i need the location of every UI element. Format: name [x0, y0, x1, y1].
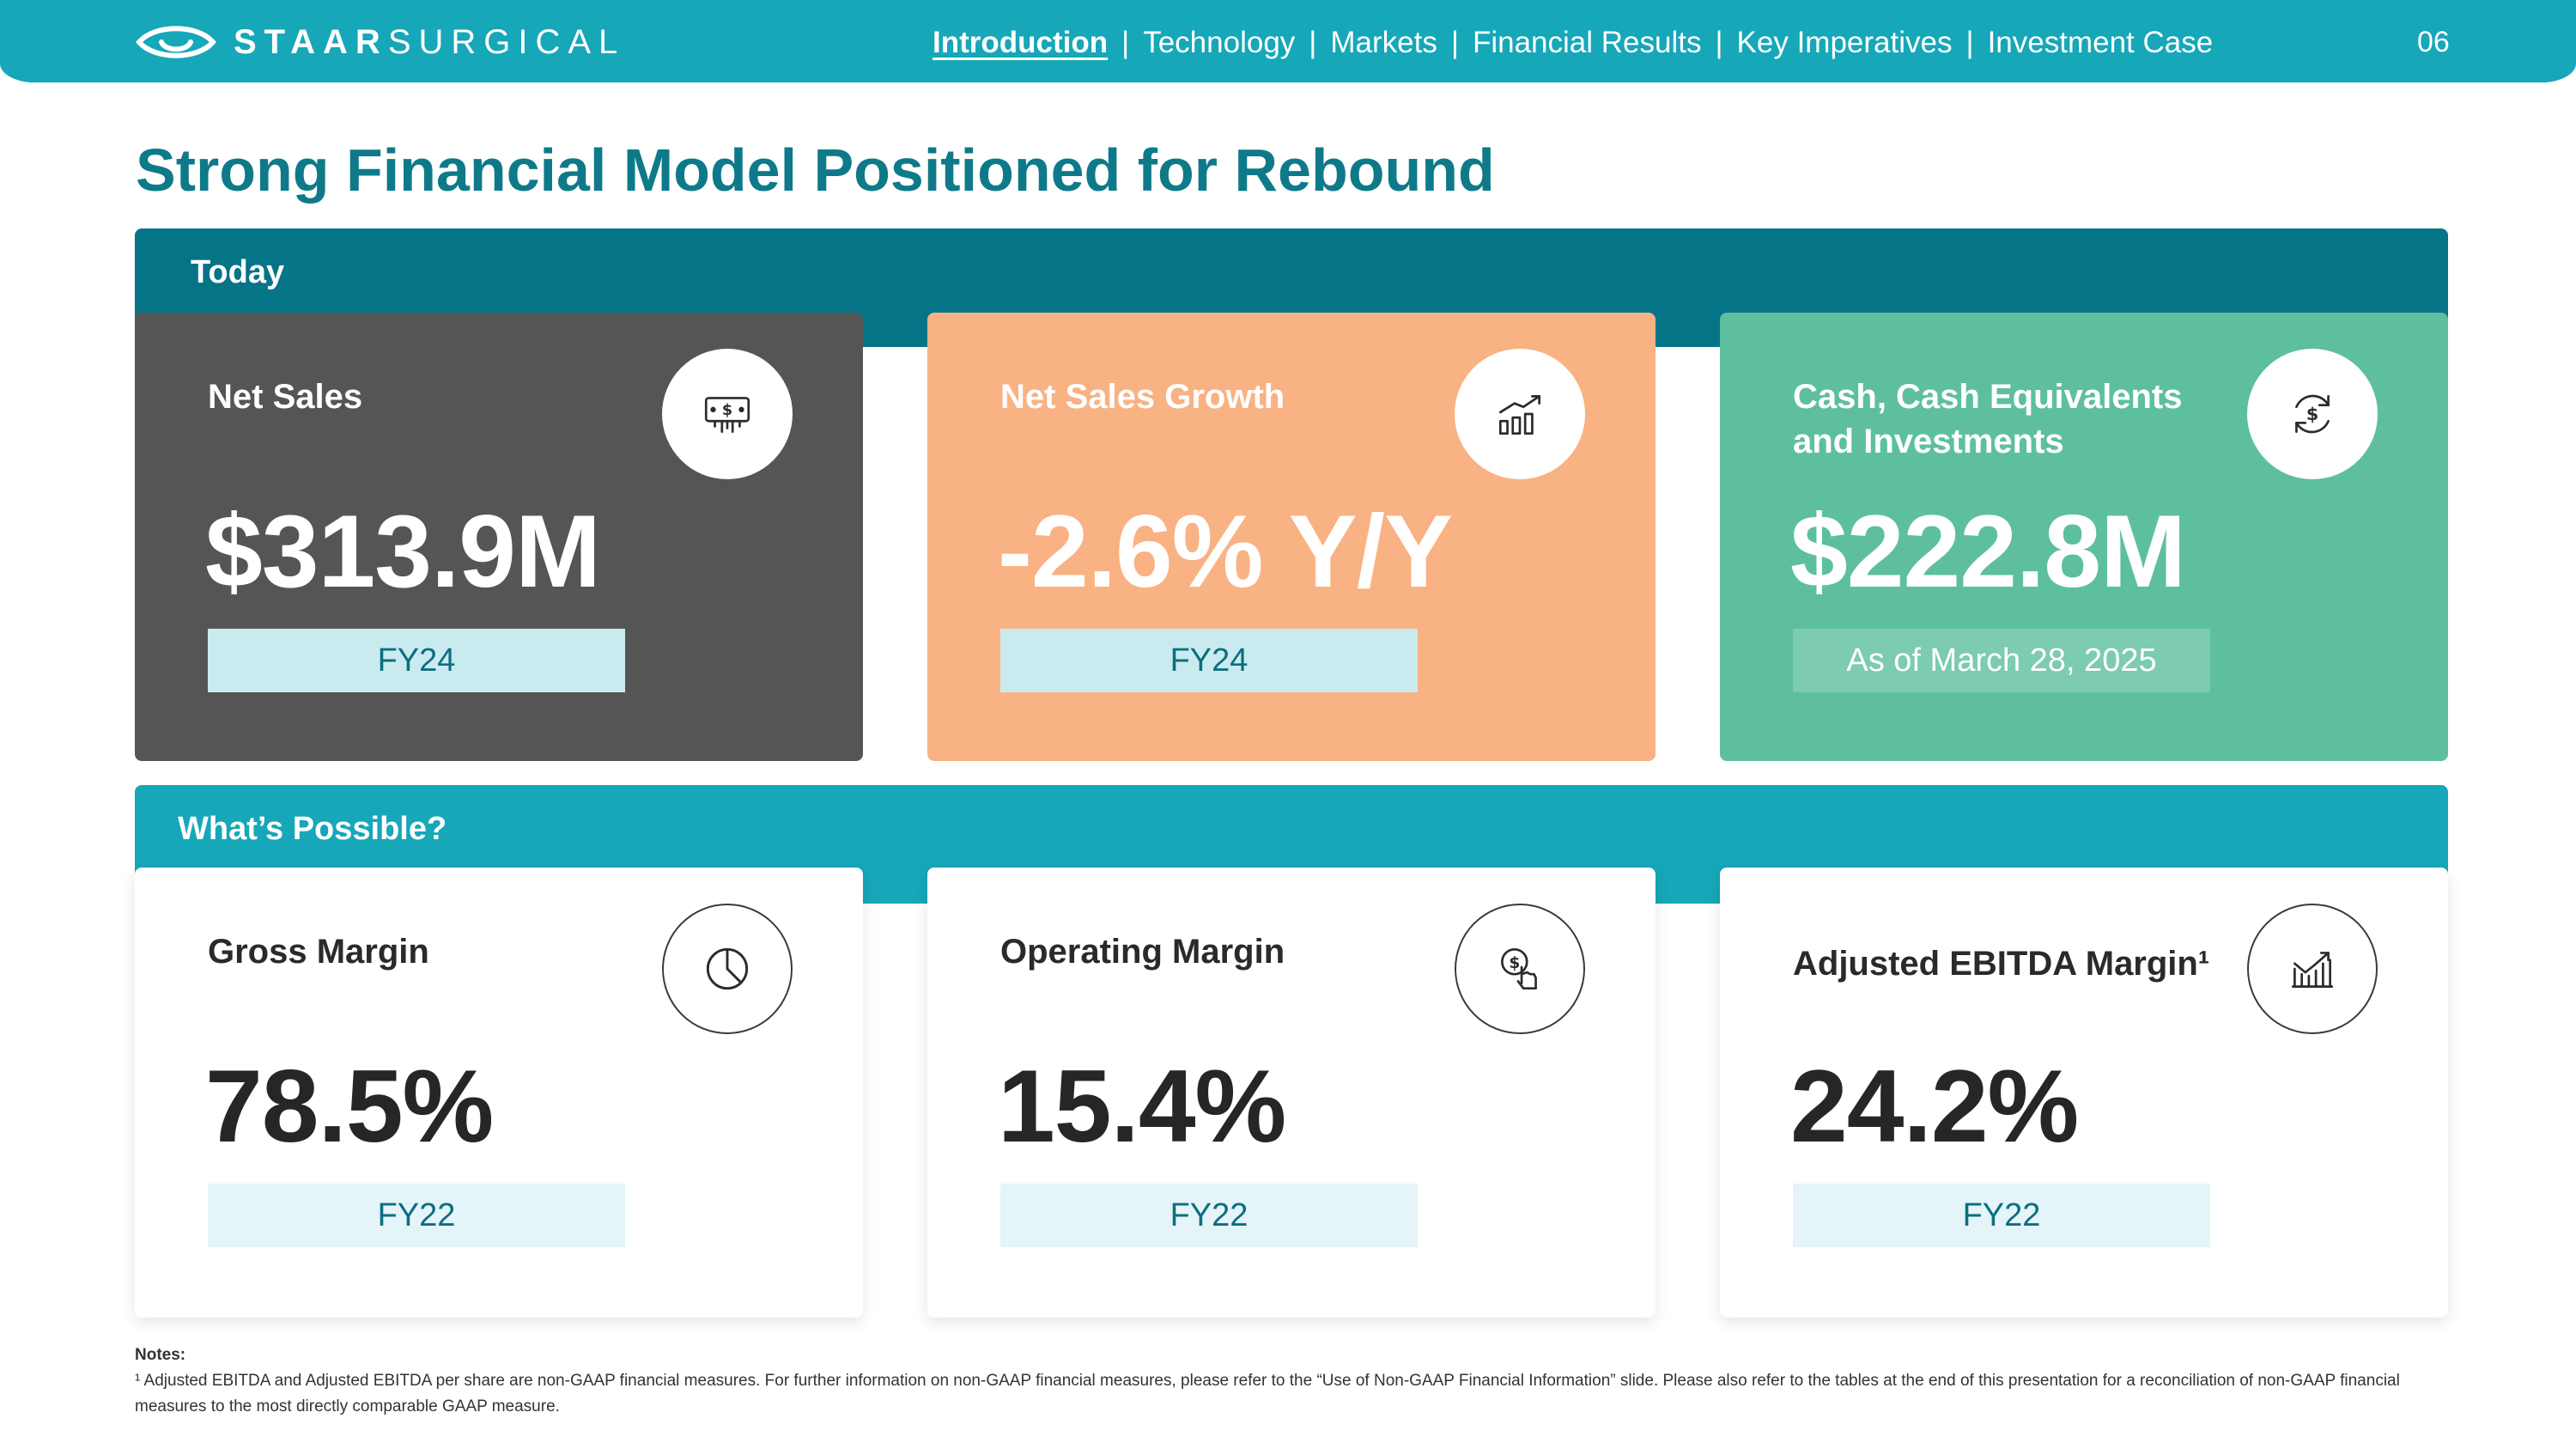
- card-label: Net Sales Growth: [1000, 378, 1285, 416]
- card-label: Operating Margin: [1000, 933, 1285, 971]
- nav-item-financial-results[interactable]: Financial Results: [1472, 26, 1702, 59]
- card-label: Adjusted EBITDA Margin¹: [1793, 945, 2210, 983]
- page-title: Strong Financial Model Positioned for Re…: [136, 137, 1495, 204]
- net-sales-growth-card: Net Sales Growth -2.6% Y/Y FY24: [927, 313, 1656, 761]
- logo-wordmark: STAAR SURGICAL: [234, 25, 625, 59]
- icon-badge: [662, 904, 793, 1034]
- net-sales-card: Net Sales $ $313.9M FY24: [135, 313, 863, 761]
- card-label: Cash, Cash Equivalents and Investments: [1793, 378, 2183, 460]
- gross-margin-card: Gross Margin 78.5% FY22: [135, 868, 863, 1318]
- nav-separator: |: [1121, 26, 1130, 59]
- footnotes: Notes: ¹ Adjusted EBITDA and Adjusted EB…: [135, 1342, 2453, 1420]
- bar-chart-growth-icon: [1498, 395, 1541, 435]
- icon-badge: [2247, 904, 2378, 1034]
- whats-possible-section-label: What’s Possible?: [178, 811, 447, 847]
- svg-text:$: $: [2306, 404, 2318, 424]
- eye-logo-icon: [136, 26, 216, 58]
- nav-separator: |: [1715, 26, 1723, 59]
- adjusted-ebitda-margin-card: Adjusted EBITDA Margin¹ 24.2% FY22: [1720, 868, 2448, 1318]
- card-value: 15.4%: [998, 1049, 1286, 1164]
- nav-item-key-imperatives[interactable]: Key Imperatives: [1736, 26, 1953, 59]
- today-section-label: Today: [191, 254, 285, 290]
- card-label: Gross Margin: [208, 933, 429, 971]
- nav-item-introduction[interactable]: Introduction: [933, 26, 1109, 59]
- svg-text:$: $: [1509, 954, 1520, 972]
- pie-chart-icon: [706, 947, 749, 990]
- card-value: 78.5%: [205, 1049, 494, 1164]
- period-tag: FY22: [1000, 1184, 1418, 1247]
- nav-item-markets[interactable]: Markets: [1330, 26, 1437, 59]
- nav-item-investment-case[interactable]: Investment Case: [1987, 26, 2214, 59]
- nav-separator: |: [1450, 26, 1459, 59]
- operating-margin-card: Operating Margin $ 15.4% FY22: [927, 868, 1656, 1318]
- period-tag: FY22: [1793, 1184, 2210, 1247]
- page-number: 06: [2417, 26, 2450, 58]
- card-value: 24.2%: [1790, 1049, 2079, 1164]
- header-bar: STAAR SURGICAL Introduction | Technology …: [0, 0, 2576, 82]
- notes-title: Notes:: [135, 1346, 186, 1364]
- icon-badge: [1455, 349, 1585, 479]
- svg-text:$: $: [722, 402, 732, 419]
- card-value: $222.8M: [1790, 494, 2186, 609]
- section-nav: Introduction | Technology | Markets | Fi…: [933, 23, 2213, 63]
- money-bill-icon: $: [704, 397, 750, 433]
- trend-chart-icon: [2291, 952, 2334, 988]
- icon-badge: $: [2247, 349, 2378, 479]
- period-tag: As of March 28, 2025: [1793, 629, 2210, 692]
- period-tag: FY24: [208, 629, 625, 692]
- card-value: -2.6% Y/Y: [998, 494, 1453, 609]
- dollar-cycle-icon: $: [2295, 394, 2330, 434]
- period-tag: FY22: [208, 1184, 625, 1247]
- logo-text-bold: STAAR: [234, 23, 388, 61]
- icon-badge: $: [1455, 904, 1585, 1034]
- card-label: Net Sales: [208, 378, 363, 416]
- nav-separator: |: [1965, 26, 1974, 59]
- nav-item-technology[interactable]: Technology: [1143, 26, 1296, 59]
- notes-text: ¹ Adjusted EBITDA and Adjusted EBITDA pe…: [135, 1372, 2400, 1416]
- cash-investments-card: Cash, Cash Equivalents and Investments $…: [1720, 313, 2448, 761]
- period-tag: FY24: [1000, 629, 1418, 692]
- staar-surgical-logo[interactable]: STAAR SURGICAL: [136, 19, 625, 65]
- dollar-hand-icon: $: [1501, 947, 1537, 990]
- logo-text-light: SURGICAL: [387, 23, 626, 61]
- nav-separator: |: [1309, 26, 1317, 59]
- icon-badge: $: [662, 349, 793, 479]
- card-value: $313.9M: [205, 494, 601, 609]
